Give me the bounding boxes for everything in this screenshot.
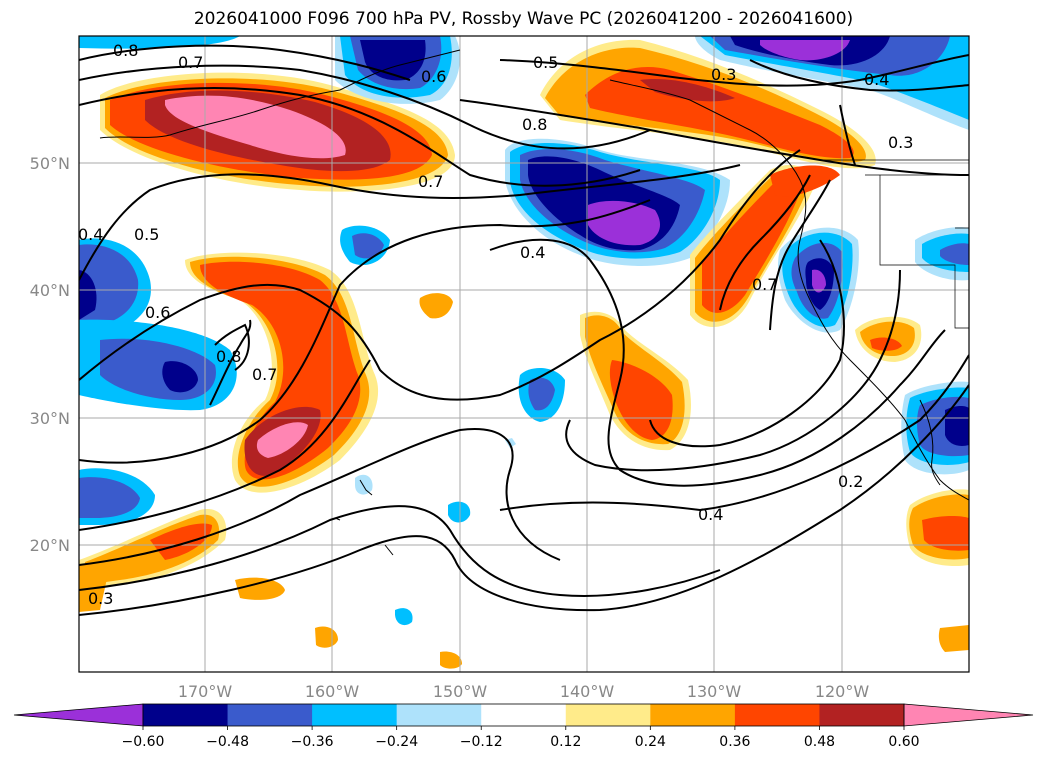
contour-label: 0.5 <box>533 53 558 72</box>
latitude-labels: 50°N 40°N 30°N 20°N <box>30 154 70 555</box>
colorbar-tick-label: −0.24 <box>375 734 418 750</box>
contour-label: 0.7 <box>178 53 203 72</box>
colorbar-extend-min <box>13 703 144 727</box>
contour-label: 0.3 <box>888 133 913 152</box>
lat-tick-label: 40°N <box>30 281 70 300</box>
lat-tick-label: 30°N <box>30 409 70 428</box>
contour-label: 0.8 <box>216 347 241 366</box>
colorbar-bin <box>312 704 398 726</box>
lon-tick-label: 140°W <box>560 682 615 701</box>
colorbar-extend-max <box>903 703 1034 727</box>
colorbar-tick-label: −0.36 <box>291 734 334 750</box>
colorbar-bin <box>565 704 651 726</box>
colorbar-tick-label: −0.60 <box>122 734 165 750</box>
colorbar-bin <box>143 704 229 726</box>
contour-label: 0.6 <box>145 303 170 322</box>
colorbar-tick-label: 0.60 <box>888 734 919 750</box>
graticule <box>79 36 969 672</box>
colorbar-bin <box>227 704 313 726</box>
colorbar-tick-label: −0.48 <box>206 734 249 750</box>
lon-tick-label: 160°W <box>305 682 360 701</box>
contour-label: 0.4 <box>698 505 723 524</box>
contour-label: 0.7 <box>252 365 277 384</box>
contour-label: 0.3 <box>88 589 113 608</box>
coastlines <box>99 49 969 556</box>
colorbar-tick-label: −0.12 <box>460 734 503 750</box>
colorbar-bin <box>396 704 482 726</box>
colorbar-tick-label: 0.48 <box>804 734 835 750</box>
contour-label: 0.8 <box>113 41 138 60</box>
pv-contour-lines <box>79 44 969 616</box>
contour-label: 0.7 <box>752 275 777 294</box>
lon-tick-label: 130°W <box>687 682 742 701</box>
longitude-labels: 170°W 160°W 150°W 140°W 130°W 120°W <box>178 682 870 701</box>
colorbar-bin <box>650 704 736 726</box>
lat-tick-label: 20°N <box>30 536 70 555</box>
lon-tick-label: 120°W <box>815 682 870 701</box>
contour-labels: 0.8 0.7 0.6 0.5 0.3 0.4 0.8 0.7 0.3 0.4 … <box>78 41 913 608</box>
lon-tick-label: 150°W <box>433 682 488 701</box>
colorbar-tick-label: 0.12 <box>550 734 581 750</box>
contour-label: 0.5 <box>134 225 159 244</box>
colorbar-bin <box>734 704 820 726</box>
contour-label: 0.4 <box>78 225 103 244</box>
contour-label: 0.4 <box>520 243 545 262</box>
colorbar-bin <box>819 704 905 726</box>
map-frame <box>78 35 970 673</box>
contour-label: 0.6 <box>421 67 446 86</box>
colorbar-frame <box>142 703 905 727</box>
colorbar-bin <box>481 704 567 726</box>
colorbar-tick-label: 0.24 <box>635 734 666 750</box>
contour-label: 0.3 <box>711 65 736 84</box>
colorbar-tick-label: 0.36 <box>719 734 750 750</box>
lon-tick-label: 170°W <box>178 682 233 701</box>
colorbar: −0.60 −0.48 −0.36 −0.24 −0.12 0.12 0.24 0.36 0.4… <box>13 703 1034 750</box>
shaded-anomaly-layer <box>79 36 969 669</box>
lat-tick-label: 50°N <box>30 154 70 173</box>
contour-label: 0.2 <box>838 472 863 491</box>
contour-label: 0.8 <box>522 115 547 134</box>
chart-title: 2026041000 F096 700 hPa PV, Rossby Wave … <box>193 9 854 29</box>
contour-label: 0.7 <box>418 172 443 191</box>
contour-label: 0.4 <box>864 70 889 89</box>
